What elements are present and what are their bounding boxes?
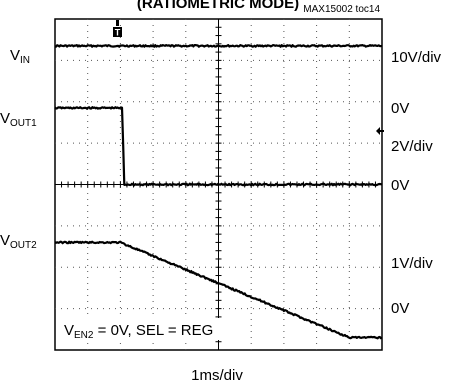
ch3-ground-label: 0V <box>391 300 409 317</box>
trace-out1 <box>54 106 383 187</box>
ch3-scale: 1V/div <box>391 255 433 272</box>
trigger-marker: T <box>113 20 122 38</box>
chart-title: (RATIOMETRIC MODE) <box>137 0 299 12</box>
ch2-offset-arrow-icon <box>376 127 384 135</box>
ch1-label: VIN <box>10 47 30 66</box>
ch1-scale: 10V/div <box>391 49 442 66</box>
trace-in <box>54 44 383 48</box>
ch2-label: VOUT1 <box>0 110 37 129</box>
ch2-scale: 2V/div <box>391 138 433 155</box>
annotation-box <box>58 318 230 340</box>
trace-out2 <box>54 240 383 340</box>
ch2-top-label: 0V <box>391 100 409 117</box>
trigger-marker-label: T <box>115 28 121 38</box>
ch3-label: VOUT2 <box>0 232 37 251</box>
traces <box>54 44 383 340</box>
figure-id: MAX15002 toc14 <box>303 4 380 15</box>
annotation: VEN2 = 0V, SEL = REG <box>64 322 213 341</box>
time-scale: 1ms/div <box>191 367 243 384</box>
ch2-ground-label: 0V <box>391 177 409 194</box>
